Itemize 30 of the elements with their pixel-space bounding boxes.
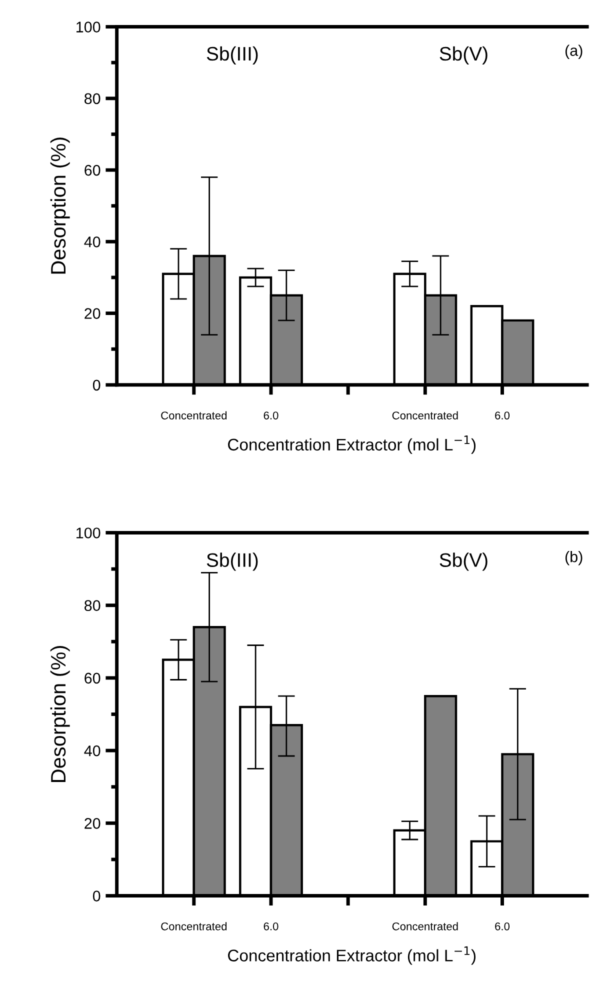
y-tick-label: 20 bbox=[84, 308, 100, 319]
x-tick-label: Concentrated bbox=[161, 922, 227, 930]
y-axis-title: Desorption (%) bbox=[50, 646, 70, 782]
x-axis-title: Concentration Extractor (mol L$^{−1}$) bbox=[228, 946, 476, 965]
x-tick-label: Concentrated bbox=[392, 922, 458, 930]
y-axis-title: Desorption (%) bbox=[50, 138, 70, 274]
y-tick-label: 100 bbox=[76, 22, 100, 32]
annotation: Sb(V) bbox=[440, 552, 488, 571]
x-tick-label: 6.0 bbox=[495, 412, 510, 420]
y-tick-label: 100 bbox=[76, 528, 100, 538]
y-tick-label: 60 bbox=[84, 672, 100, 684]
x-tick-label: Concentrated bbox=[161, 411, 227, 420]
x-tick-label: 6.0 bbox=[264, 922, 278, 930]
y-tick-label: 0 bbox=[92, 380, 100, 391]
y-tick-label: 0 bbox=[92, 890, 100, 902]
y-tick-label: 80 bbox=[84, 93, 100, 104]
x-axis-title: Concentration Extractor (mol L$^{−1}$) bbox=[228, 436, 476, 454]
annotation: Sb(III) bbox=[206, 46, 258, 64]
y-tick-label: 80 bbox=[84, 600, 100, 612]
x-tick-label: 6.0 bbox=[495, 922, 510, 930]
x-tick-label: 6.0 bbox=[264, 412, 278, 420]
y-tick-label: 40 bbox=[84, 236, 100, 248]
y-tick-label: 60 bbox=[84, 164, 100, 176]
annotation: (a) bbox=[565, 44, 582, 59]
y-tick-label: 20 bbox=[84, 818, 100, 829]
annotation: Sb(III) bbox=[206, 552, 258, 571]
y-tick-label: 40 bbox=[84, 745, 100, 756]
annotation: Sb(V) bbox=[440, 46, 488, 64]
x-tick-label: Concentrated bbox=[392, 411, 458, 420]
annotation: (b) bbox=[565, 551, 582, 566]
